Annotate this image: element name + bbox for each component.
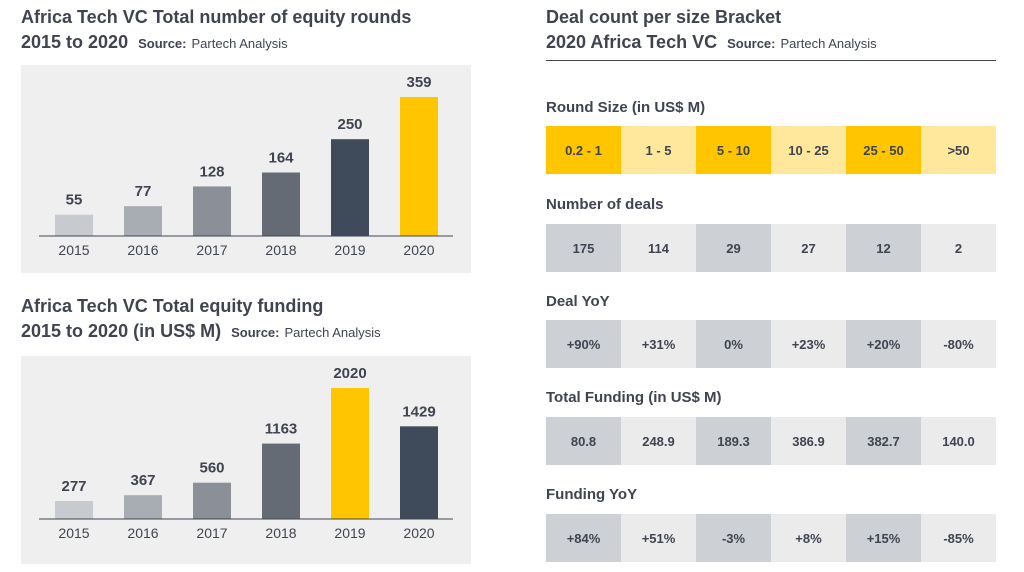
deal-yoy-cell: +23%	[771, 320, 846, 368]
bar-value-label: 2020	[333, 365, 366, 382]
funding-yoy-cell: +84%	[546, 514, 621, 562]
total-funding-cell: 382.7	[846, 417, 921, 465]
deal-count-title-line1: Deal count per size Bracket	[546, 7, 782, 27]
section-label-deal-yoy: Deal YoY	[546, 293, 610, 310]
equity-funding-title-line2-row: 2015 to 2020 (in US$ M) Source: Partech A…	[21, 319, 381, 345]
number-of-deals-cell: 27	[771, 224, 846, 272]
bar-value-label: 164	[268, 150, 294, 167]
deal-yoy-cell: +20%	[846, 320, 921, 368]
total-funding-cell: 189.3	[696, 417, 771, 465]
round-size-row: 0.2 - 1 1 - 5 5 - 10 10 - 25 25 - 50 >50	[546, 126, 996, 174]
bar-value-label: 277	[61, 478, 86, 495]
deal-yoy-cell: 0%	[696, 320, 771, 368]
number-of-deals-row: 175 114 29 27 12 2	[546, 224, 996, 272]
x-tick-label: 2016	[127, 242, 158, 258]
deal-count-source-label: Source:	[727, 36, 776, 51]
deal-yoy-cell: -80%	[921, 320, 996, 368]
bar-value-label: 1163	[265, 421, 298, 438]
equity-rounds-title: Africa Tech VC Total number of equity ro…	[21, 5, 411, 56]
deal-count-title: Deal count per size Bracket 2020 Africa …	[546, 5, 877, 56]
equity-funding-title: Africa Tech VC Total equity funding 2015…	[21, 294, 381, 345]
deal-count-title-line2: 2020 Africa Tech VC	[546, 32, 718, 52]
x-tick-label: 2016	[127, 525, 158, 541]
funding-yoy-cell: +15%	[846, 514, 921, 562]
total-funding-row: 80.8 248.9 189.3 386.9 382.7 140.0	[546, 417, 996, 465]
x-tick-label: 2020	[403, 525, 434, 541]
round-size-cell: 0.2 - 1	[546, 126, 621, 174]
equity-rounds-source-label: Source:	[138, 36, 187, 51]
number-of-deals-cell: 2	[921, 224, 996, 272]
funding-yoy-cell: -3%	[696, 514, 771, 562]
deal-count-title-line2-row: 2020 Africa Tech VC Source: Partech Analy…	[546, 30, 877, 56]
bar-2017	[193, 186, 231, 236]
equity-rounds-chart-panel: 55 2015 77 2016 128 2017 164 2018 250 2019 359 2020	[21, 65, 471, 273]
round-size-cell: 5 - 10	[696, 126, 771, 174]
section-label-funding-yoy: Funding YoY	[546, 486, 638, 503]
section-label-total-funding: Total Funding (in US$ M)	[546, 389, 722, 406]
equity-rounds-title-line2-row: 2015 to 2020 Source: Partech Analysis	[21, 30, 411, 56]
number-of-deals-cell: 175	[546, 224, 621, 272]
funding-yoy-cell: -85%	[921, 514, 996, 562]
equity-rounds-source-text: Partech Analysis	[191, 36, 288, 51]
deal-yoy-cell: +90%	[546, 320, 621, 368]
x-tick-label: 2017	[196, 242, 227, 258]
bar-2020	[400, 97, 438, 236]
equity-funding-title-line2: 2015 to 2020 (in US$ M)	[21, 321, 222, 341]
section-label-round-size: Round Size (in US$ M)	[546, 99, 706, 116]
equity-funding-chart-panel: 277 2015 367 2016 560 2017 1163 2018 2020 2019 142…	[21, 356, 471, 564]
x-tick-label: 2015	[58, 525, 89, 541]
funding-yoy-cell: +8%	[771, 514, 846, 562]
round-size-cell: >50	[921, 126, 996, 174]
x-tick-label: 2020	[403, 242, 434, 258]
bar-value-label: 128	[199, 163, 224, 180]
bar-2018	[262, 172, 300, 236]
deal-yoy-cell: +31%	[621, 320, 696, 368]
bar-2015	[55, 501, 93, 519]
x-tick-label: 2019	[334, 242, 365, 258]
round-size-cell: 10 - 25	[771, 126, 846, 174]
x-tick-label: 2018	[265, 242, 296, 258]
equity-rounds-title-line1: Africa Tech VC Total number of equity ro…	[21, 7, 412, 27]
equity-funding-chart: 277 2015 367 2016 560 2017 1163 2018 2020 2019 142…	[39, 365, 453, 541]
x-tick-label: 2015	[58, 242, 89, 258]
deal-count-source-text: Partech Analysis	[780, 36, 877, 51]
bar-value-label: 560	[199, 460, 224, 477]
bar-value-label: 359	[406, 74, 431, 91]
number-of-deals-cell: 114	[621, 224, 696, 272]
x-tick-label: 2017	[196, 525, 227, 541]
x-tick-label: 2018	[265, 525, 296, 541]
number-of-deals-cell: 12	[846, 224, 921, 272]
funding-yoy-cell: +51%	[621, 514, 696, 562]
equity-rounds-title-line2: 2015 to 2020	[21, 32, 129, 52]
bar-2016	[124, 206, 162, 236]
bar-2015	[55, 214, 93, 236]
bar-2016	[124, 495, 162, 519]
bar-2017	[193, 482, 231, 519]
funding-yoy-row: +84% +51% -3% +8% +15% -85%	[546, 514, 996, 562]
equity-funding-source-text: Partech Analysis	[284, 325, 381, 340]
total-funding-cell: 140.0	[921, 417, 996, 465]
round-size-cell: 1 - 5	[621, 126, 696, 174]
equity-funding-source-label: Source:	[231, 325, 280, 340]
bar-value-label: 77	[135, 183, 152, 200]
deal-yoy-row: +90% +31% 0% +23% +20% -80%	[546, 320, 996, 368]
total-funding-cell: 80.8	[546, 417, 621, 465]
x-tick-label: 2019	[334, 525, 365, 541]
title-divider	[546, 60, 996, 61]
total-funding-cell: 248.9	[621, 417, 696, 465]
number-of-deals-cell: 29	[696, 224, 771, 272]
bar-2019	[331, 388, 369, 519]
total-funding-cell: 386.9	[771, 417, 846, 465]
bar-value-label: 55	[66, 192, 83, 209]
bar-value-label: 250	[337, 116, 362, 133]
bar-2019	[331, 139, 369, 236]
round-size-cell: 25 - 50	[846, 126, 921, 174]
section-label-number-of-deals: Number of deals	[546, 196, 664, 213]
bar-value-label: 367	[130, 472, 155, 489]
bar-value-label: 1429	[402, 403, 435, 420]
bar-2018	[262, 443, 300, 519]
equity-rounds-chart: 55 2015 77 2016 128 2017 164 2018 250 2019 359 2020	[39, 74, 453, 258]
equity-funding-title-line1: Africa Tech VC Total equity funding	[21, 296, 324, 316]
bar-2020	[400, 426, 438, 519]
